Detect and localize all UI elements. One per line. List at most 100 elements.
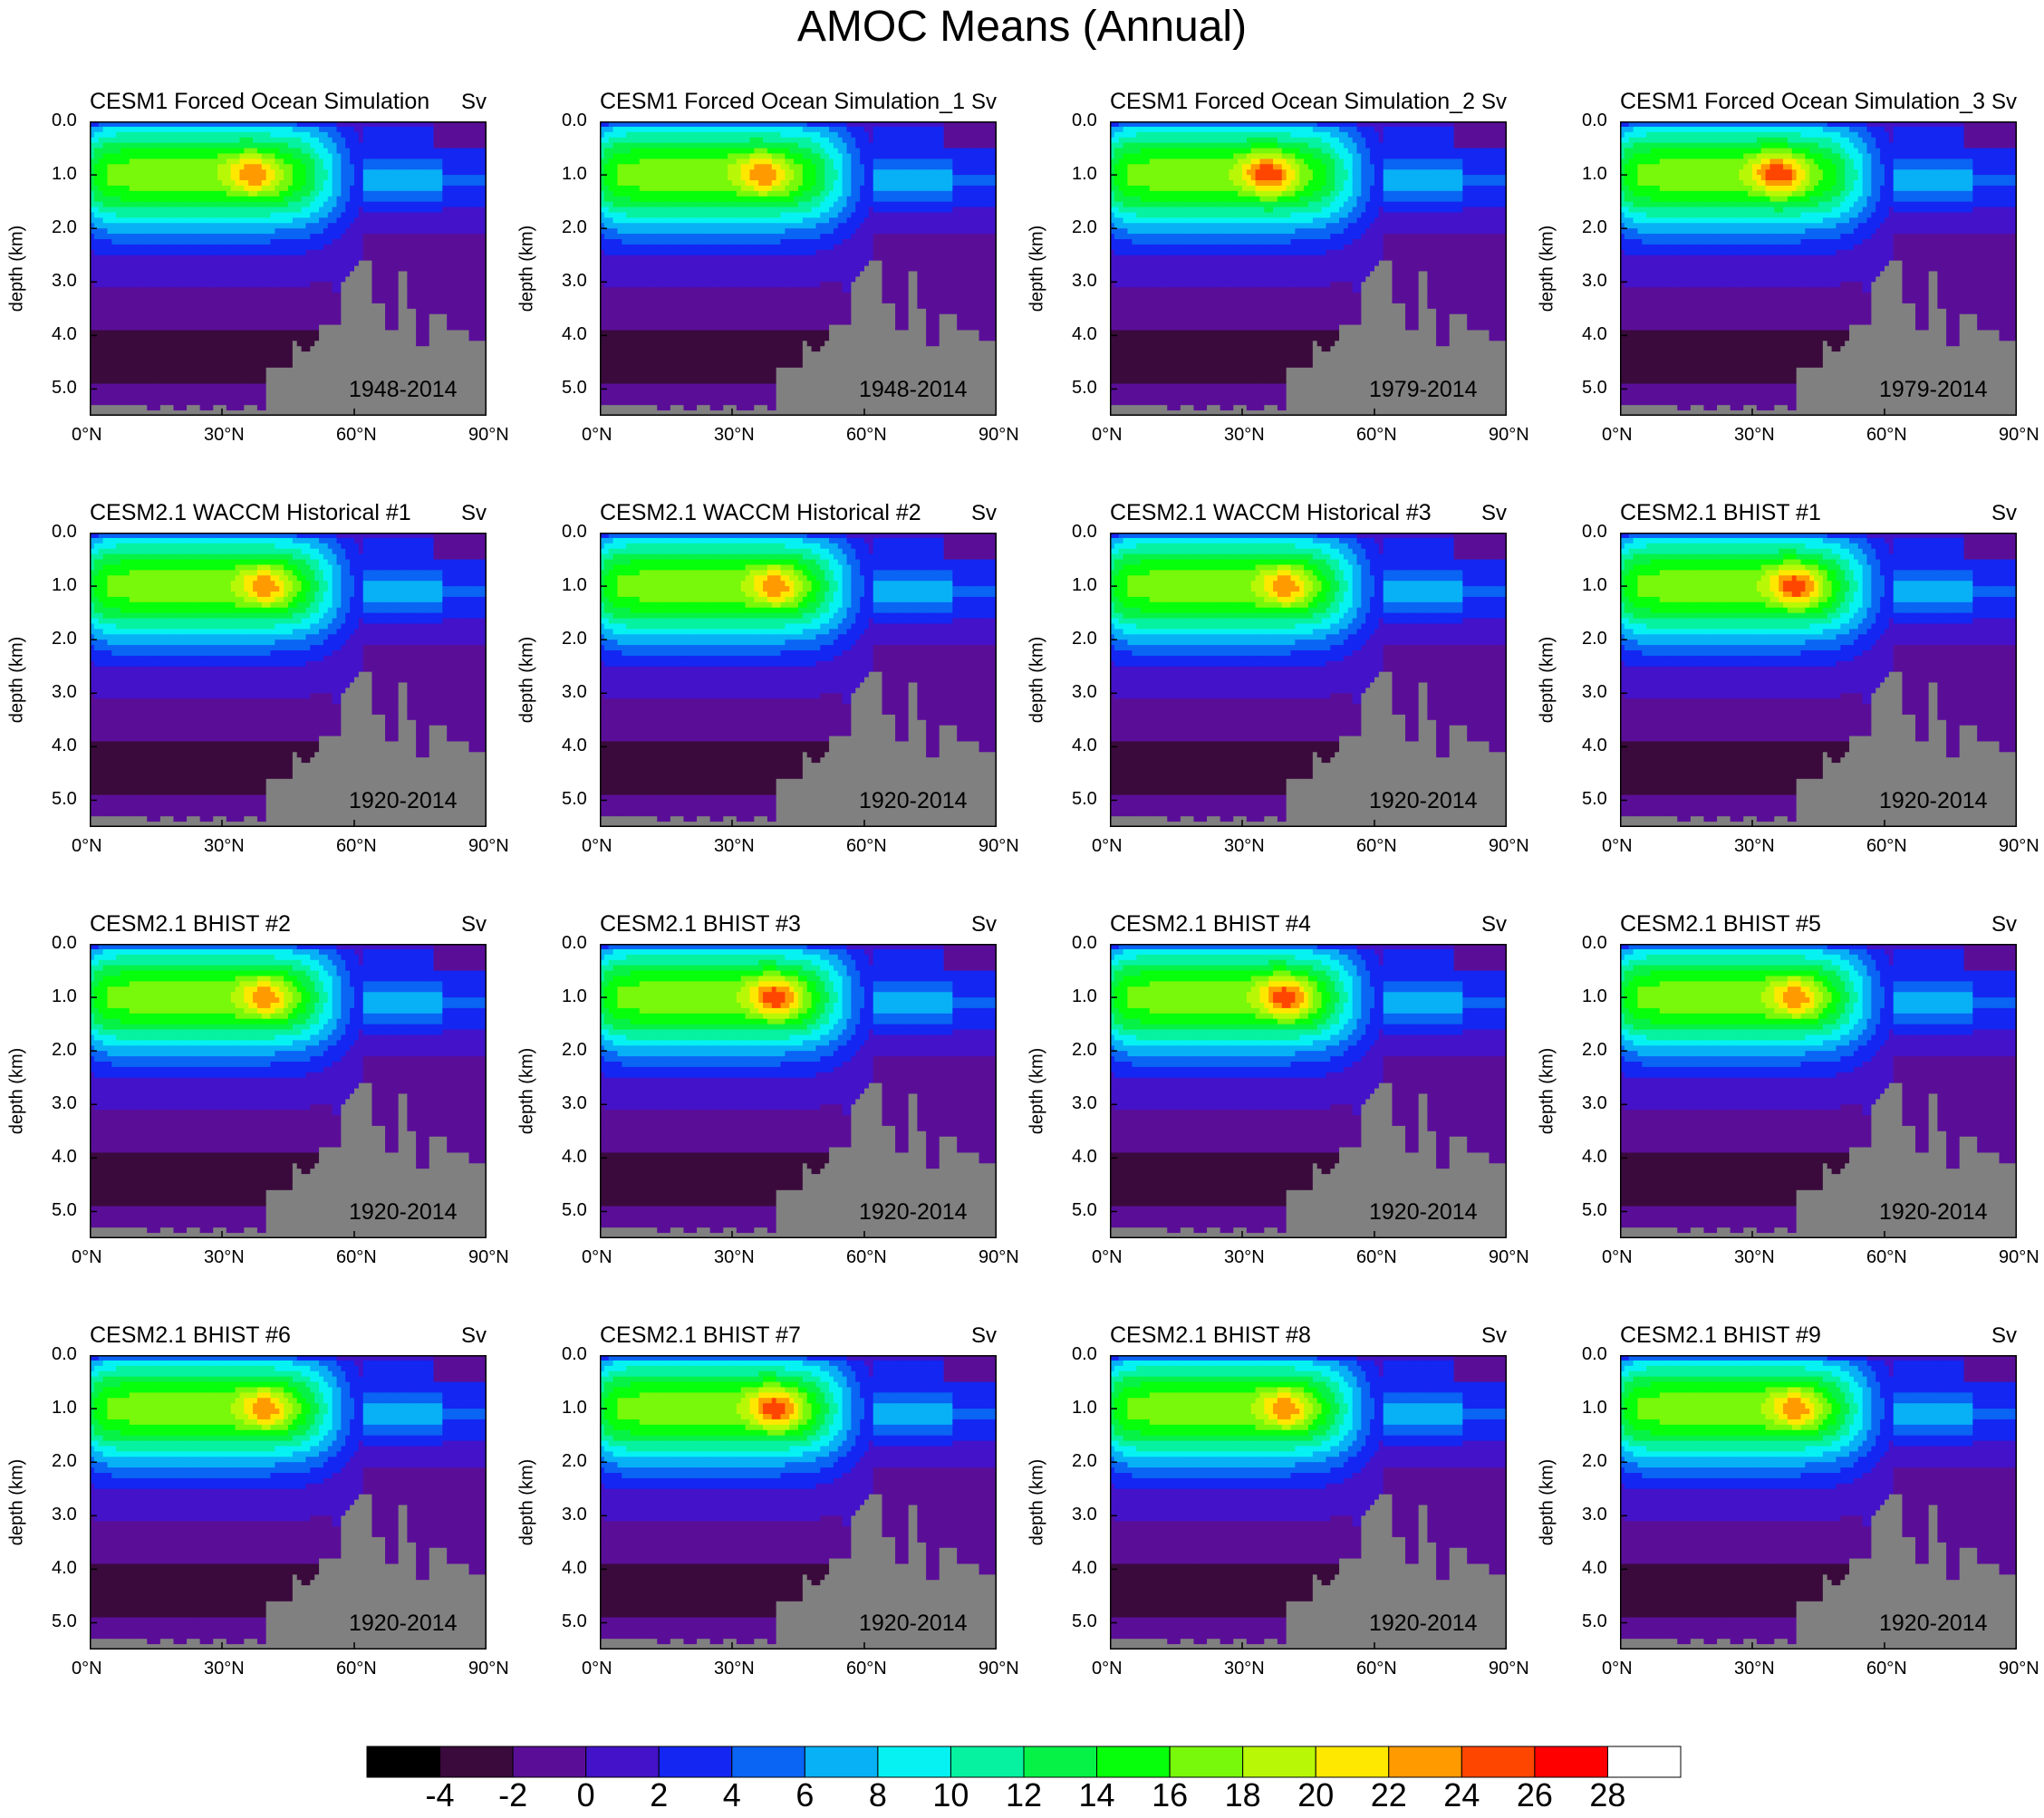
contour-cell [399, 261, 403, 267]
contour-cell [376, 132, 381, 139]
contour-cell [381, 325, 385, 332]
contour-cell [429, 245, 434, 251]
contour-cell [434, 330, 439, 336]
contour-cell [99, 320, 103, 326]
contour-cell [390, 261, 394, 267]
contour-cell [222, 384, 227, 390]
contour-cell [323, 149, 328, 155]
contour-cell [469, 153, 474, 159]
contour-cell [173, 384, 178, 390]
contour-cell [451, 362, 456, 369]
contour-cell [345, 245, 350, 251]
contour-cell [196, 143, 200, 149]
contour-cell [438, 368, 442, 374]
contour-cell [302, 282, 306, 288]
contour-cell [429, 335, 434, 341]
contour-cell [178, 362, 182, 369]
contour-cell [191, 330, 196, 336]
contour-cell [279, 330, 284, 336]
contour-cell [111, 282, 116, 288]
contour-cell [178, 245, 182, 251]
contour-cell [208, 330, 213, 336]
contour-cell [411, 282, 416, 288]
contour-cell [314, 223, 319, 229]
contour-cell [337, 149, 342, 155]
contour-cell [239, 298, 244, 304]
contour-cell [169, 320, 174, 326]
contour-cell [323, 282, 328, 288]
contour-cell [271, 223, 275, 229]
contour-cell [420, 207, 425, 214]
contour-cell [456, 293, 460, 299]
contour-cell [293, 271, 297, 277]
contour-cell [328, 271, 333, 277]
contour-cell [284, 186, 288, 192]
contour-cell [297, 346, 302, 352]
contour-cell [275, 132, 279, 139]
contour-cell [196, 197, 200, 203]
contour-cell [354, 186, 359, 192]
contour-cell [465, 266, 469, 273]
contour-cell [359, 320, 363, 326]
contour-cell [394, 212, 399, 218]
contour-cell [451, 335, 456, 341]
contour-cell [411, 175, 416, 181]
contour-cell [142, 197, 147, 203]
contour-cell [275, 335, 279, 341]
contour-cell [279, 320, 284, 326]
contour-cell [465, 212, 469, 218]
contour-cell [275, 255, 279, 262]
contour-cell [319, 212, 323, 218]
contour-cell [178, 325, 182, 332]
contour-cell [469, 351, 474, 358]
contour-cell [416, 255, 420, 262]
contour-cell [363, 127, 368, 133]
contour-cell [239, 368, 244, 374]
contour-cell [165, 298, 169, 304]
contour-cell [173, 138, 178, 144]
contour-cell [473, 132, 477, 139]
contour-cell [217, 191, 222, 197]
contour-cell [200, 143, 205, 149]
contour-cell [385, 234, 390, 240]
contour-cell [473, 330, 477, 336]
contour-cell [354, 325, 359, 332]
contour-cell [341, 335, 345, 341]
contour-cell [147, 293, 151, 299]
contour-cell [236, 153, 240, 159]
contour-cell [271, 287, 275, 293]
contour-cell [208, 368, 213, 374]
contour-cell [99, 399, 103, 406]
contour-cell [142, 127, 147, 133]
contour-cell [305, 276, 310, 283]
contour-cell [217, 276, 222, 283]
contour-cell [284, 164, 288, 170]
contour-cell [425, 223, 429, 229]
contour-cell [323, 138, 328, 144]
contour-cell [213, 261, 217, 267]
contour-cell [473, 261, 477, 267]
contour-cell [359, 405, 363, 411]
contour-cell [314, 217, 319, 224]
contour-cell [191, 132, 196, 139]
contour-cell [244, 379, 248, 385]
contour-cell [305, 191, 310, 197]
contour-cell [182, 234, 187, 240]
contour-cell [222, 320, 227, 326]
contour-cell [337, 373, 342, 380]
contour-cell [130, 228, 134, 235]
contour-cell [191, 149, 196, 155]
contour-cell [319, 149, 323, 155]
contour-cell [130, 212, 134, 218]
contour-cell [368, 298, 372, 304]
contour-cell [156, 255, 160, 262]
contour-cell [341, 132, 345, 139]
contour-cell [165, 379, 169, 385]
contour-cell [319, 384, 323, 390]
contour-cell [94, 180, 99, 187]
contour-cell [103, 239, 108, 245]
contour-cell [302, 335, 306, 341]
contour-cell [196, 373, 200, 380]
contour-cell [363, 287, 368, 293]
contour-cell [244, 223, 248, 229]
